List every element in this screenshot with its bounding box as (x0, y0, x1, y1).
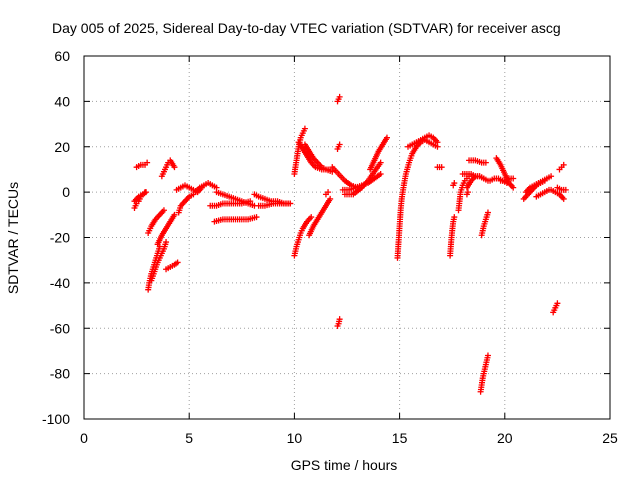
x-tick-label: 15 (392, 430, 408, 446)
data-series-arc-47 (522, 173, 555, 196)
y-tick-label: 60 (54, 48, 70, 64)
y-tick-label: 0 (62, 184, 70, 200)
data-point (562, 186, 569, 193)
data-series-arc-27 (329, 164, 365, 191)
data-point (510, 175, 517, 182)
data-series-arc-33 (434, 164, 445, 171)
data-series-arc-49 (550, 300, 561, 316)
x-tick-label: 25 (602, 430, 618, 446)
data-series-arc-42 (477, 352, 491, 395)
data-series-arc-03 (133, 159, 151, 171)
data-series-arc-14 (211, 214, 260, 225)
data-point (377, 159, 384, 166)
data-series-arc-18 (291, 214, 315, 259)
data-point (171, 164, 178, 171)
data-point (383, 134, 390, 141)
x-tick-label: 0 (80, 430, 88, 446)
data-point (327, 195, 334, 202)
data-point (451, 180, 458, 187)
y-tick-label: -20 (50, 230, 70, 246)
data-point (554, 300, 561, 307)
data-series-arc-51 (554, 184, 569, 193)
data-point (163, 239, 170, 246)
grid (84, 56, 610, 419)
data-point (174, 259, 181, 266)
y-tick-label: -80 (50, 366, 70, 382)
data-point (171, 211, 178, 218)
data-point (484, 209, 491, 216)
data-series-arc-09 (158, 157, 178, 180)
data-point (336, 316, 343, 323)
x-tick-label: 5 (185, 430, 193, 446)
data-point (308, 214, 315, 221)
data-series-arc-40 (463, 189, 471, 198)
data-series-arc-34 (447, 214, 458, 259)
data-series-arc-26 (334, 316, 343, 329)
data-series-arc-39 (466, 157, 489, 166)
axis-tick-labels: 0 5 10 15 20 25 -100 -80 -60 -40 -20 0 20 40 60 (42, 48, 618, 446)
x-tick-label: 10 (287, 430, 303, 446)
data-series-arc-45 (497, 175, 517, 184)
data-point (160, 207, 167, 214)
data-series-arc-22 (301, 141, 336, 175)
x-axis-label: GPS time / hours (291, 457, 398, 473)
data-series-arc-30 (367, 134, 390, 173)
data-point (143, 189, 150, 196)
y-tick-label: -60 (50, 320, 70, 336)
data-point (560, 195, 567, 202)
data-point (144, 159, 151, 166)
chart-title: Day 005 of 2025, Sidereal Day-to-day VTE… (52, 20, 561, 36)
data-series-arc-08 (163, 259, 181, 273)
data-series-arc-12 (192, 180, 220, 196)
data-series-arc-52 (556, 161, 567, 173)
data-series-arc-17 (255, 200, 294, 209)
data-series-arc-38 (463, 173, 491, 191)
data-series-arc-06 (145, 207, 167, 236)
x-tick-label: 20 (497, 430, 513, 446)
data-point (464, 189, 471, 196)
data-series-arc-05 (148, 239, 170, 284)
data-series-arc-35 (450, 180, 458, 189)
data-point (484, 352, 491, 359)
axis-ticks (83, 55, 611, 420)
data-point (451, 214, 458, 221)
data-point (434, 139, 441, 146)
data-series-arc-24 (334, 93, 343, 105)
data-point (548, 173, 555, 180)
data-point (287, 200, 294, 207)
data-series-arc-50 (548, 186, 567, 202)
data-series-arc-25 (334, 141, 343, 153)
y-tick-label: -100 (42, 411, 70, 427)
data-point (336, 141, 343, 148)
data-point (482, 159, 489, 166)
data-point (377, 170, 384, 177)
data-series-arc-07 (154, 211, 178, 248)
data-series-arc-10 (175, 191, 197, 216)
data-point (560, 161, 567, 168)
data-point (253, 214, 260, 221)
y-tick-label: 40 (54, 93, 70, 109)
data-series-arc-15 (213, 189, 258, 209)
data-series-arc-32 (405, 132, 441, 150)
y-tick-label: 20 (54, 139, 70, 155)
data-point (510, 184, 517, 191)
data-point (325, 189, 332, 196)
data-series-arc-19 (306, 195, 334, 239)
data-series-arc-29 (341, 159, 384, 198)
y-tick-label: -40 (50, 275, 70, 291)
data-series-arc-31 (394, 136, 441, 261)
data-series-arc-23 (322, 189, 332, 198)
data-series-arc-02 (131, 189, 150, 205)
data-points (131, 93, 569, 395)
y-axis-label: SDTVAR / TECUs (5, 182, 21, 294)
data-series-arc-41 (478, 209, 491, 239)
data-point (336, 93, 343, 100)
data-point (438, 164, 445, 171)
data-point (301, 125, 308, 132)
